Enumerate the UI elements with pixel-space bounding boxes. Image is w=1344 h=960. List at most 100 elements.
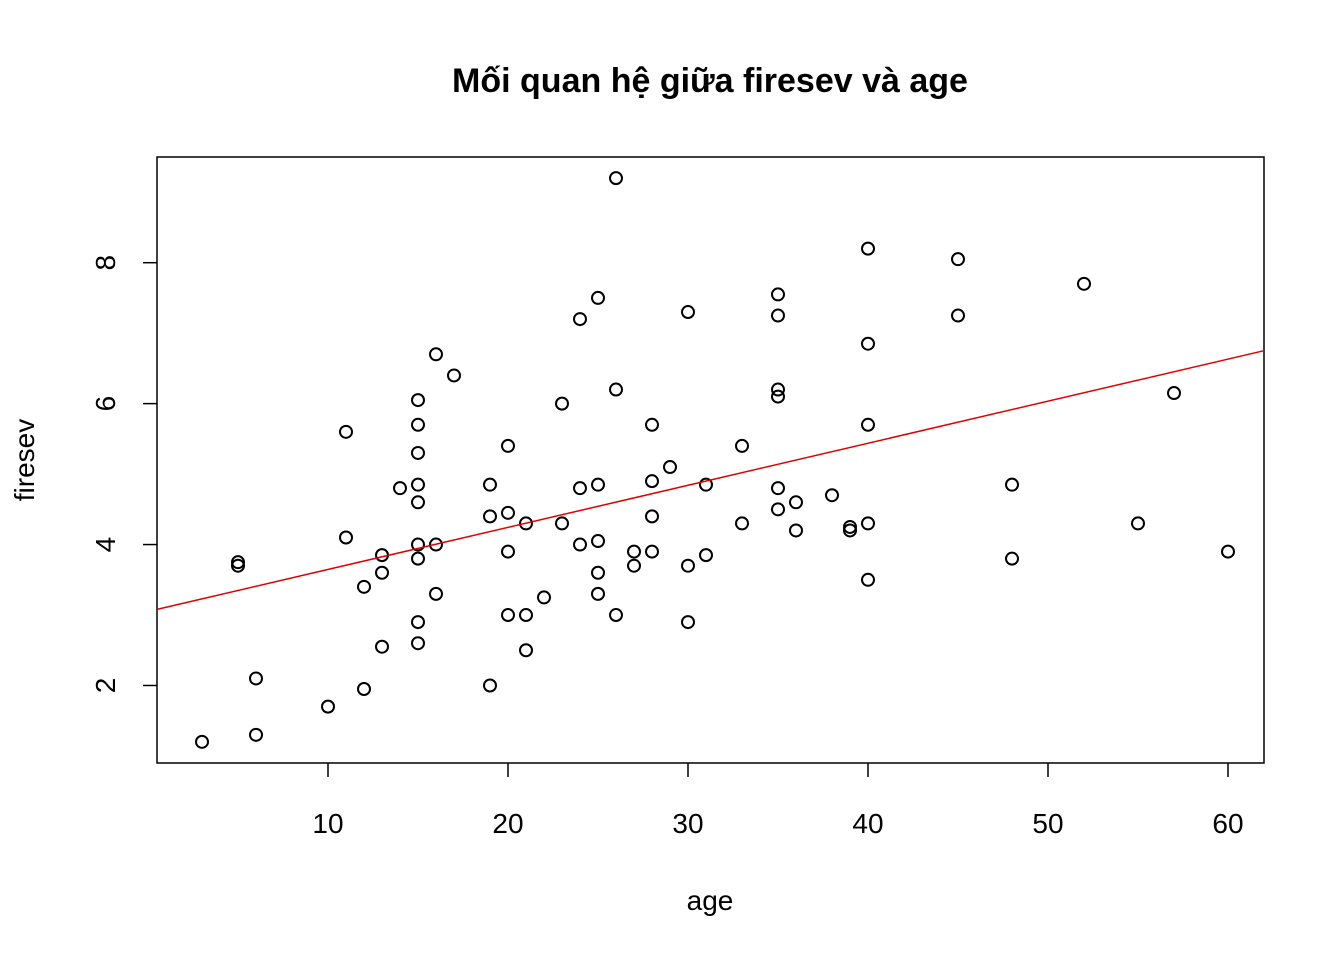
data-point <box>555 396 569 411</box>
data-point <box>321 699 335 714</box>
data-point <box>339 530 353 545</box>
data-point <box>645 417 659 432</box>
data-point <box>429 537 443 552</box>
data-point <box>591 565 605 580</box>
data-point <box>411 477 425 492</box>
data-point <box>627 544 641 559</box>
data-point <box>483 477 497 492</box>
data-point <box>501 438 515 453</box>
regression-line-group <box>156 349 1265 611</box>
data-point <box>555 516 569 531</box>
data-point <box>951 308 965 323</box>
data-point <box>771 481 785 496</box>
chart-title: Mối quan hệ giữa firesev và age <box>452 62 968 100</box>
data-point <box>519 516 533 531</box>
data-point <box>663 460 677 475</box>
data-point <box>501 505 515 520</box>
data-point <box>735 438 749 453</box>
data-point <box>825 488 839 503</box>
data-point <box>375 639 389 654</box>
data-point <box>519 643 533 658</box>
data-point <box>501 608 515 623</box>
x-tick-label: 60 <box>1212 808 1243 839</box>
data-point <box>357 579 371 594</box>
data-point <box>789 523 803 538</box>
data-point <box>1005 477 1019 492</box>
data-point <box>411 636 425 651</box>
data-point <box>699 548 713 563</box>
y-tick-label: 2 <box>90 678 121 694</box>
data-point <box>375 565 389 580</box>
data-point <box>861 336 875 351</box>
data-point <box>771 382 785 397</box>
x-axis-label: age <box>687 885 734 916</box>
data-point <box>1077 276 1091 291</box>
data-point <box>501 544 515 559</box>
data-point <box>771 287 785 302</box>
data-point <box>681 558 695 573</box>
data-point <box>249 727 263 742</box>
data-point <box>1005 551 1019 566</box>
regression-line <box>156 349 1265 611</box>
data-points <box>195 171 1235 749</box>
data-point <box>249 671 263 686</box>
data-point <box>429 586 443 601</box>
data-point <box>591 477 605 492</box>
data-point <box>537 590 551 605</box>
data-point <box>573 481 587 496</box>
data-point <box>609 608 623 623</box>
data-point <box>447 368 461 383</box>
data-point <box>411 551 425 566</box>
data-point <box>645 474 659 489</box>
data-point <box>609 382 623 397</box>
data-point <box>483 678 497 693</box>
data-point <box>861 417 875 432</box>
data-point <box>645 509 659 524</box>
data-point <box>411 537 425 552</box>
data-point <box>411 495 425 510</box>
data-point <box>681 305 695 320</box>
x-tick-label: 30 <box>672 808 703 839</box>
data-point <box>519 608 533 623</box>
plot-frame <box>156 156 1265 764</box>
data-point <box>861 516 875 531</box>
data-point <box>591 534 605 549</box>
data-point <box>591 290 605 305</box>
x-tick-label: 40 <box>852 808 883 839</box>
data-point <box>771 308 785 323</box>
x-tick-label: 20 <box>492 808 523 839</box>
data-point <box>573 537 587 552</box>
data-point <box>645 544 659 559</box>
data-point <box>627 558 641 573</box>
data-point <box>699 477 713 492</box>
data-point <box>771 389 785 404</box>
data-point <box>771 502 785 517</box>
y-axis: 2 4 6 8 <box>90 255 157 693</box>
data-point <box>195 734 209 749</box>
data-point <box>339 424 353 439</box>
data-point <box>411 393 425 408</box>
data-point <box>573 312 587 327</box>
data-point <box>861 241 875 256</box>
data-point <box>681 615 695 630</box>
x-axis: 10 20 30 40 50 60 <box>312 763 1244 839</box>
data-point <box>789 495 803 510</box>
data-point <box>357 682 371 697</box>
x-tick-label: 10 <box>312 808 343 839</box>
data-point <box>393 481 407 496</box>
data-point <box>411 445 425 460</box>
data-point <box>591 586 605 601</box>
data-point <box>609 171 623 186</box>
y-tick-label: 4 <box>90 537 121 553</box>
y-axis-label: firesev <box>9 419 40 501</box>
data-point <box>1131 516 1145 531</box>
data-point <box>843 523 857 538</box>
y-tick-label: 6 <box>90 396 121 412</box>
data-point <box>951 252 965 267</box>
data-point <box>1221 544 1235 559</box>
data-point <box>411 615 425 630</box>
data-point <box>735 516 749 531</box>
x-tick-label: 50 <box>1032 808 1063 839</box>
data-point <box>861 572 875 587</box>
